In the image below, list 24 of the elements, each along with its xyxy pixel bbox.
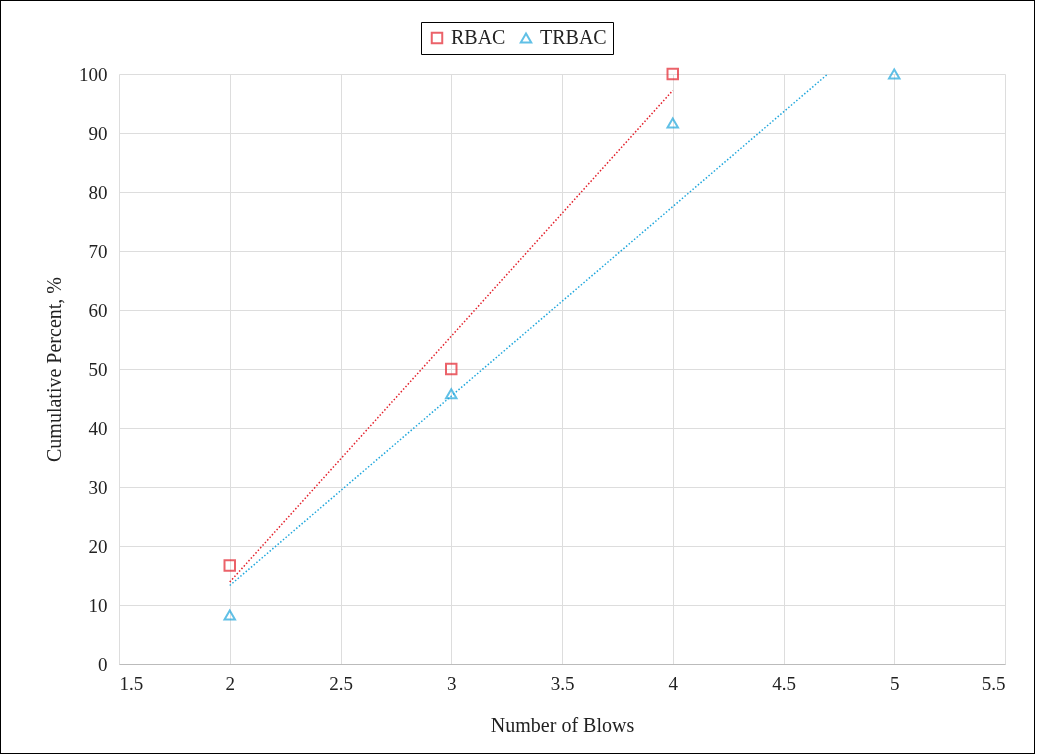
y-tick-label: 10	[88, 594, 108, 616]
x-tick-label: 4	[668, 672, 679, 694]
x-tick-label: 1.5	[119, 672, 144, 694]
y-tick-label: 60	[88, 299, 108, 321]
y-tick-label: 20	[88, 535, 108, 557]
y-tick-label: 80	[88, 181, 108, 203]
legend-label: TRBAC	[540, 26, 607, 48]
y-axis-title: Cumulative Percent, %	[43, 277, 65, 462]
y-tick-label: 0	[98, 653, 108, 675]
y-tick-label: 70	[88, 240, 108, 262]
y-tick-label: 40	[88, 417, 108, 439]
x-tick-label: 3.5	[550, 672, 575, 694]
x-tick-label: 5.5	[981, 672, 1006, 694]
y-tick-label: 90	[88, 122, 108, 144]
y-tick-label: 50	[88, 358, 108, 380]
x-tick-label: 2.5	[329, 672, 353, 694]
x-tick-label: 4.5	[772, 672, 796, 694]
x-tick-label: 3	[447, 672, 457, 694]
x-axis-title: Number of Blows	[490, 713, 635, 736]
x-tick-label: 2	[225, 672, 235, 694]
legend-label: RBAC	[451, 26, 506, 48]
y-tick-label: 30	[88, 476, 108, 498]
x-tick-label: 5	[890, 672, 900, 694]
y-tick-label: 100	[79, 63, 108, 85]
